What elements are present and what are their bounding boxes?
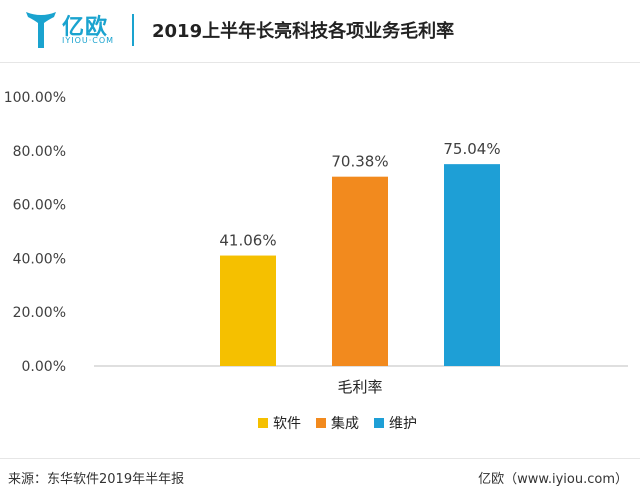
bar-1 [220,255,276,366]
logo-subtext: IYIOU·COM [62,36,115,45]
bar-chart: 0.00% 20.00% 40.00% 60.00% 80.00% 100.00% 41.… [4,90,628,432]
legend-swatch-3 [374,418,384,428]
source-note: 来源：东华软件2019年半年报 [8,472,185,487]
y-tick-label: 0.00% [22,359,66,375]
y-tick-label: 80.00% [13,144,66,160]
legend-swatch-2 [316,418,326,428]
bar-2 [332,176,388,366]
x-category-label: 毛利率 [337,378,382,396]
y-tick-label: 40.00% [13,251,66,267]
page-title: 2019上半年长亮科技各项业务毛利率 [152,21,455,42]
legend-swatch-1 [258,418,268,428]
bar-value-label: 41.06% [219,232,276,250]
bar-3 [444,164,500,366]
iyiou-logo-icon [26,12,56,48]
legend-label-3: 维护 [389,416,417,432]
watermark-text: 亿欧（www.iyiou.com） [478,472,628,487]
bar-value-label: 70.38% [331,153,388,171]
logo-text: 亿欧 [62,15,109,40]
footer-divider [0,458,640,459]
y-tick-label: 60.00% [13,198,66,214]
y-tick-label: 100.00% [4,90,66,106]
legend-label-2: 集成 [331,415,359,432]
y-tick-label: 20.00% [13,305,66,321]
legend-label-1: 软件 [273,416,301,432]
header: 亿欧 IYIOU·COM 2019上半年长亮科技各项业务毛利率 [0,0,640,63]
bar-value-label: 75.04% [443,140,500,158]
header-divider [132,14,134,46]
